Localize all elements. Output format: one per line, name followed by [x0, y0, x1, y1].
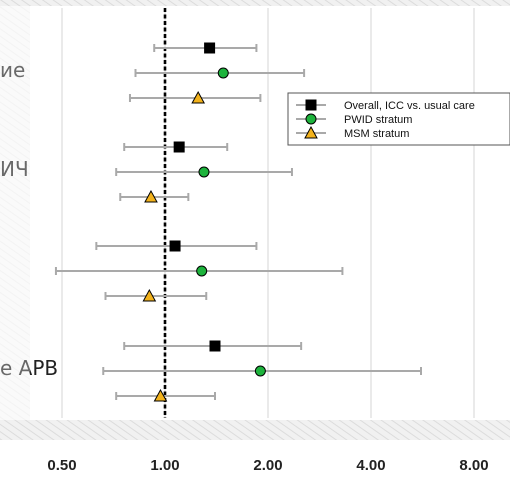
point-estimate	[197, 266, 207, 276]
legend-marker	[306, 100, 316, 110]
estimate-row	[154, 43, 256, 53]
estimate-row	[124, 341, 301, 351]
estimate-row	[105, 290, 206, 301]
x-tick-label: 2.00	[253, 457, 282, 474]
point-estimate	[174, 142, 184, 152]
point-estimate	[210, 341, 220, 351]
bottom-hatch-band	[0, 420, 510, 440]
gridlines	[62, 8, 474, 418]
point-estimate	[205, 43, 215, 53]
point-estimate	[255, 366, 265, 376]
point-estimate	[170, 241, 180, 251]
x-tick-label: 4.00	[356, 457, 385, 474]
legend-label: PWID stratum	[344, 114, 412, 126]
estimate-row	[120, 191, 188, 202]
estimate-row	[96, 241, 256, 251]
top-hatch-band	[0, 0, 510, 6]
estimate-row	[136, 68, 305, 78]
legend: Overall, ICC vs. usual care PWID stratum M…	[288, 93, 510, 145]
left-hatch-band	[0, 0, 30, 420]
estimate-row	[116, 167, 292, 177]
x-tick-label: 0.50	[47, 457, 76, 474]
point-estimate	[218, 68, 228, 78]
estimate-row	[130, 92, 260, 103]
x-tick-label: 1.00	[150, 457, 179, 474]
estimate-row	[56, 266, 342, 276]
x-tick-labels: 0.50 1.00 2.00 4.00 8.00	[47, 457, 488, 474]
point-estimate	[199, 167, 209, 177]
legend-label: MSM stratum	[344, 128, 409, 140]
estimate-row	[124, 142, 227, 152]
estimate-row	[103, 366, 421, 376]
legend-label: Overall, ICC vs. usual care	[344, 100, 475, 112]
x-tick-label: 8.00	[459, 457, 488, 474]
legend-marker	[306, 114, 316, 124]
